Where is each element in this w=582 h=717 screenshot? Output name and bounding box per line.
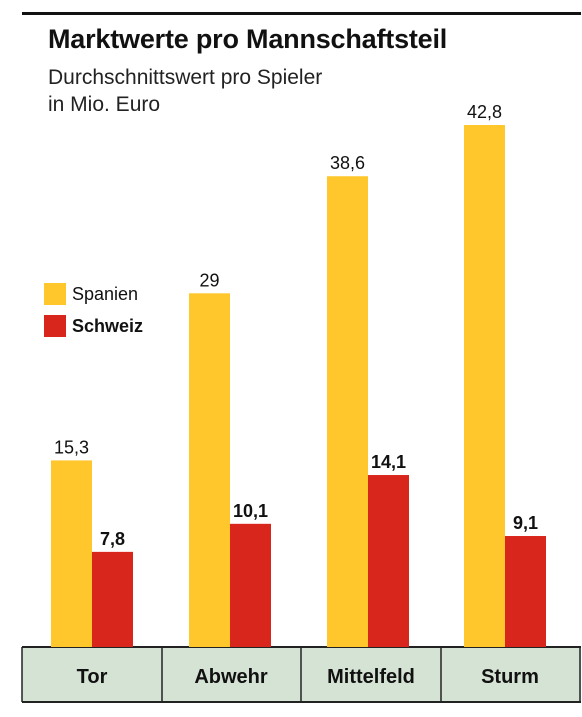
data-label-spanien-abwehr: 29 — [199, 270, 219, 290]
bar-spanien-abwehr — [189, 293, 230, 647]
bar-schweiz-sturm — [505, 536, 546, 647]
data-label-spanien-sturm: 42,8 — [467, 102, 502, 122]
legend-item-schweiz: Schweiz — [44, 310, 143, 342]
data-label-schweiz-tor: 7,8 — [100, 529, 125, 549]
chart-frame — [22, 12, 581, 713]
bar-spanien-mittelfeld — [327, 176, 368, 647]
category-label-abwehr: Abwehr — [194, 666, 268, 688]
category-label-tor: Tor — [77, 666, 108, 688]
chart-subtitle: Durchschnittswert pro Spieler in Mio. Eu… — [48, 64, 322, 118]
legend-label-spanien: Spanien — [72, 283, 139, 304]
bar-schweiz-tor — [92, 551, 133, 647]
data-label-schweiz-mittelfeld: 14,1 — [371, 452, 406, 472]
subtitle-line-2: in Mio. Euro — [48, 93, 161, 116]
bar-spanien-sturm — [464, 125, 505, 647]
data-label-spanien-mittelfeld: 38,6 — [330, 153, 365, 173]
legend: Spanien Schweiz — [44, 278, 143, 342]
subtitle-line-1: Durchschnittswert pro Spieler — [48, 66, 323, 89]
bar-schweiz-mittelfeld — [368, 475, 409, 647]
bar-spanien-tor — [51, 460, 92, 647]
category-label-mittelfeld: Mittelfeld — [327, 666, 415, 688]
data-label-spanien-tor: 15,3 — [54, 437, 89, 457]
legend-item-spanien: Spanien — [44, 278, 143, 310]
bar-schweiz-abwehr — [230, 523, 271, 647]
legend-swatch-schweiz — [44, 315, 66, 337]
legend-swatch-spanien — [44, 283, 66, 305]
chart-title: Marktwerte pro Mannschaftsteil — [48, 24, 448, 54]
data-label-schweiz-sturm: 9,1 — [513, 513, 538, 533]
category-label-sturm: Sturm — [481, 666, 539, 688]
data-label-schweiz-abwehr: 10,1 — [233, 501, 268, 521]
legend-label-schweiz: Schweiz — [72, 315, 144, 336]
